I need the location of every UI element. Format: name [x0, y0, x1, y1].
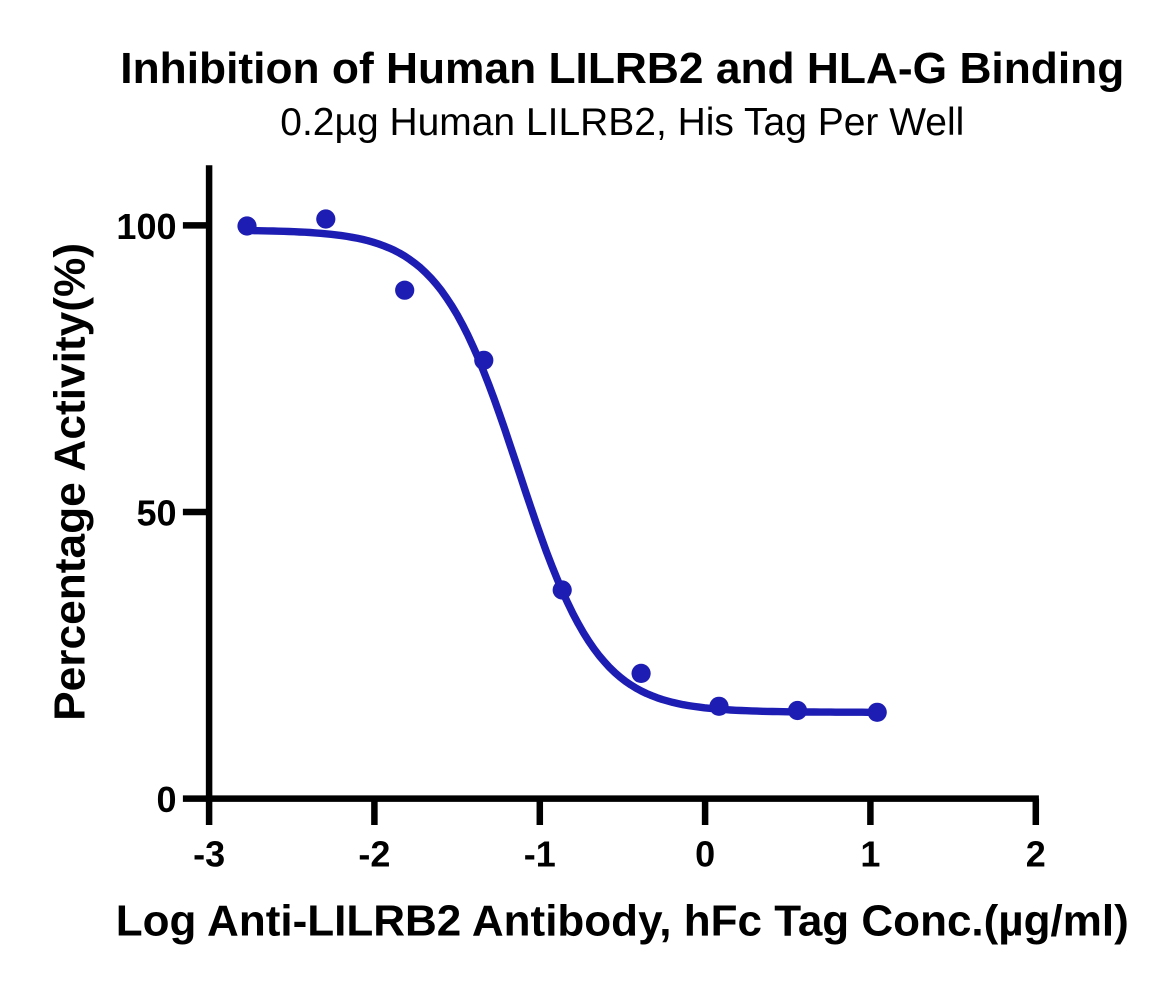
svg-text:Log Anti-LILRB2 Antibody, hFc: Log Anti-LILRB2 Antibody, hFc Tag Conc.(… — [116, 897, 1129, 946]
svg-text:50: 50 — [136, 492, 176, 533]
svg-text:1: 1 — [860, 834, 880, 875]
svg-text:0: 0 — [695, 834, 715, 875]
svg-text:Inhibition of Human LILRB2 and: Inhibition of Human LILRB2 and HLA-G Bin… — [120, 44, 1124, 93]
svg-text:0.2µg Human LILRB2, His Tag Pe: 0.2µg Human LILRB2, His Tag Per Well — [280, 101, 964, 144]
svg-text:100: 100 — [116, 206, 176, 247]
svg-text:0: 0 — [156, 779, 176, 820]
svg-text:-3: -3 — [193, 834, 225, 875]
svg-text:Percentage Activity(%): Percentage Activity(%) — [45, 243, 94, 721]
svg-text:-1: -1 — [524, 834, 556, 875]
svg-text:-2: -2 — [358, 834, 390, 875]
svg-text:2: 2 — [1026, 834, 1046, 875]
